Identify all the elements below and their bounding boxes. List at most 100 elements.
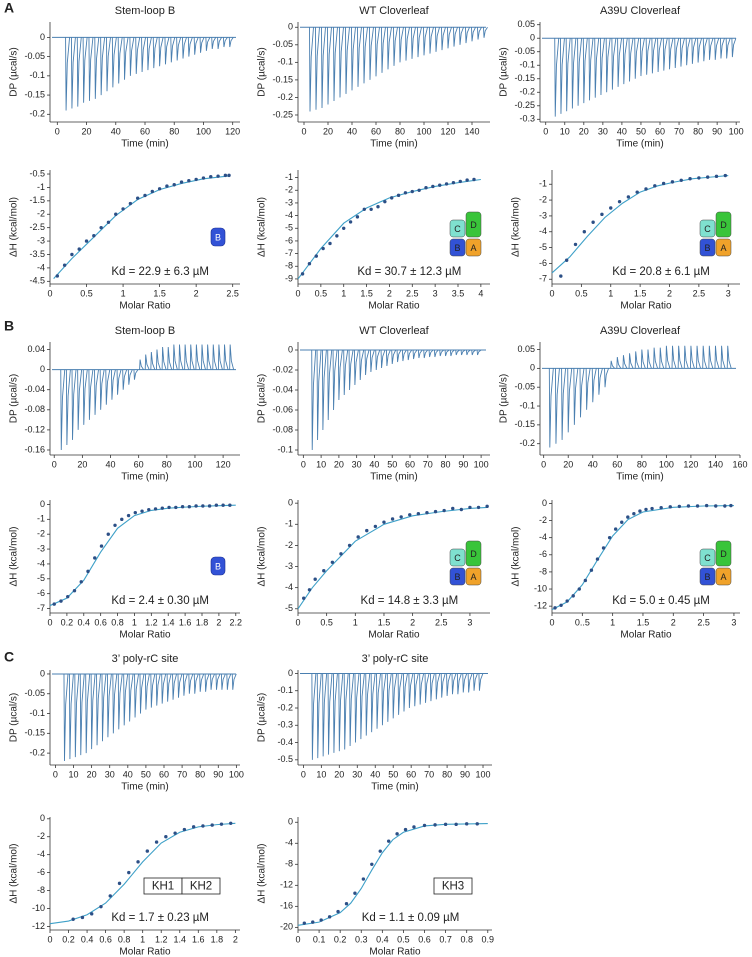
data-point (157, 187, 162, 191)
data-point (442, 508, 446, 513)
injection-peak (440, 673, 446, 698)
injection-peak (435, 27, 440, 52)
data-point (695, 504, 700, 508)
injection-peak (565, 38, 571, 112)
injection-peak (449, 349, 455, 357)
domain-icon (449, 548, 466, 567)
injection-peak (417, 349, 423, 359)
injection-peak (166, 673, 172, 702)
injection-peak (76, 37, 82, 107)
y-tick-label: -2 (285, 185, 293, 195)
injection-peak (381, 673, 387, 726)
chart-title: 3’ poly-rC site (362, 653, 429, 665)
domain-box (181, 877, 221, 895)
data-point (70, 252, 74, 257)
data-point (465, 178, 469, 182)
x-tick-label: 1 (610, 617, 615, 627)
x-tick-label: 30 (598, 126, 608, 136)
data-point (686, 504, 691, 508)
injection-peak (597, 368, 603, 395)
data-point (99, 544, 104, 548)
domain-icon (449, 219, 466, 238)
data-point (143, 193, 147, 198)
x-tick-label: 0 (55, 126, 60, 136)
injection-peak (359, 673, 365, 740)
data-point (59, 599, 63, 603)
x-tick-label: 2 (194, 288, 199, 298)
injection-peak (348, 349, 354, 391)
x-tick-label: 3 (433, 288, 438, 298)
data-point (451, 180, 456, 185)
x-tick-label: 0.5 (315, 288, 328, 298)
injection-peak (63, 673, 69, 762)
x-tick-label: 0.9 (482, 934, 495, 944)
x-tick-label: 0.1 (313, 934, 326, 944)
chart-title: A39U Cloverleaf (600, 325, 681, 337)
data-point (201, 824, 205, 828)
x-tick-label: 40 (111, 126, 121, 136)
x-tick-label: 2 (233, 934, 238, 944)
domain-icon (210, 227, 226, 247)
y-tick-label: -20 (280, 922, 293, 932)
data-point (365, 528, 369, 533)
data-point (638, 509, 642, 513)
x-axis-label: Molar Ratio (620, 301, 672, 312)
data-point (577, 587, 581, 591)
injection-peak (123, 37, 129, 80)
chart: 0 10 20 30 40 50 60 70 80 90 100 0 -0.05 -0.1 -0.15 -0.… (9, 653, 244, 793)
injection-peak (720, 345, 726, 369)
x-tick-label: 120 (225, 126, 240, 136)
injection-peak (150, 673, 156, 708)
y-tick-label: -0.2 (519, 87, 535, 97)
injection-peak (71, 369, 77, 440)
x-tick-label: 30 (352, 459, 362, 469)
data-point (399, 515, 403, 519)
x-tick-label: 0.8 (118, 934, 131, 944)
y-tick-label: -12 (280, 880, 293, 890)
domain-icon (210, 556, 226, 576)
injection-peak (720, 38, 725, 59)
data-point (476, 505, 481, 510)
injection-peak (199, 673, 205, 692)
injection-peak (193, 673, 199, 694)
chart: 0 0..5 1 1.5 2 2.5 3 0 -2 -4 -6 -8 -10 -12 Molar Ratio… (511, 498, 740, 641)
y-tick-label: 0 (40, 32, 45, 42)
x-tick-label: 80 (195, 769, 205, 779)
x-axis-label: Molar Ratio (620, 630, 672, 641)
data-point (444, 182, 449, 186)
y-tick-label: 0 (288, 817, 293, 827)
chart: 0 20 40 60 80 100 120 140 160 0.05 0 -0.05 -0.1 -0.15… (499, 325, 748, 483)
x-tick-label: 2.5 (406, 288, 419, 298)
x-tick-label: 20 (323, 126, 333, 136)
injection-peak (435, 673, 441, 700)
injection-peak (127, 369, 133, 385)
y-axis-label: DP (µcal/s) (257, 693, 268, 742)
chart-title: Stem-loop B (115, 325, 176, 337)
y-tick-label: -0.15 (272, 74, 293, 84)
y-tick-label: 0.05 (517, 19, 535, 29)
injection-peak (172, 344, 178, 370)
x-tick-label: 60 (612, 459, 622, 469)
data-point (383, 199, 387, 204)
y-tick-label: -9 (285, 273, 293, 283)
x-tick-label: 1.4 (173, 934, 186, 944)
y-axis-label: ΔH (kcal/mol) (511, 197, 522, 257)
data-point (601, 546, 606, 550)
injection-peak (332, 349, 338, 411)
y-tick-label: 0 (530, 33, 535, 43)
panel-letter: C (4, 649, 14, 665)
data-point (704, 503, 709, 508)
data-point (99, 904, 103, 909)
injection-peak (327, 27, 332, 105)
data-point (459, 507, 464, 512)
domain-box (433, 877, 473, 895)
data-point (433, 509, 438, 514)
injection-peak (77, 369, 83, 430)
y-tick-label: 0 (542, 498, 547, 508)
y-tick-label: -0.3 (277, 720, 293, 730)
domain-label: A (720, 572, 726, 582)
injection-peak (375, 27, 380, 77)
injection-peak (88, 37, 94, 101)
injection-peak (79, 673, 85, 756)
x-tick-label: 1.8 (196, 617, 209, 627)
